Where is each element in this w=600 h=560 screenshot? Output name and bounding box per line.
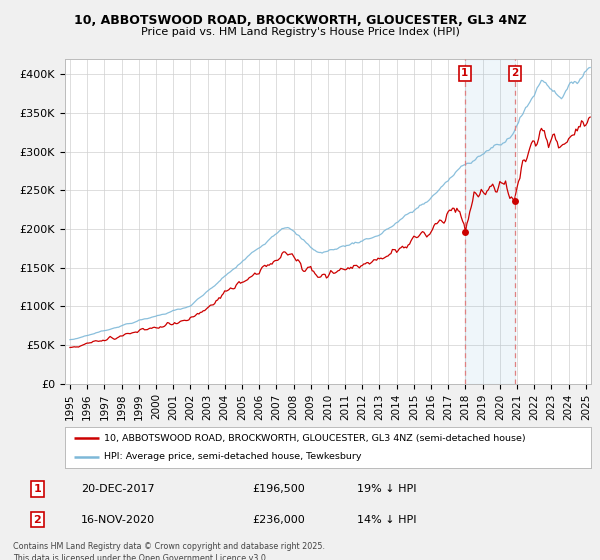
Text: 1: 1 [461, 68, 469, 78]
Bar [465, 59, 515, 384]
Text: Price paid vs. HM Land Registry's House Price Index (HPI): Price paid vs. HM Land Registry's House … [140, 27, 460, 37]
Text: 2: 2 [511, 68, 518, 78]
Text: 19% ↓ HPI: 19% ↓ HPI [357, 484, 416, 494]
Text: Contains HM Land Registry data © Crown copyright and database right 2025.
This d: Contains HM Land Registry data © Crown c… [13, 542, 325, 560]
Text: HPI: Average price, semi-detached house, Tewkesbury: HPI: Average price, semi-detached house,… [104, 452, 362, 461]
Text: 16-NOV-2020: 16-NOV-2020 [81, 515, 155, 525]
Text: 14% ↓ HPI: 14% ↓ HPI [357, 515, 416, 525]
Text: 1: 1 [34, 484, 41, 494]
Text: 10, ABBOTSWOOD ROAD, BROCKWORTH, GLOUCESTER, GL3 4NZ: 10, ABBOTSWOOD ROAD, BROCKWORTH, GLOUCES… [74, 14, 526, 27]
Text: 20-DEC-2017: 20-DEC-2017 [81, 484, 155, 494]
Text: 2: 2 [34, 515, 41, 525]
Text: £196,500: £196,500 [252, 484, 305, 494]
Text: £236,000: £236,000 [252, 515, 305, 525]
Text: 10, ABBOTSWOOD ROAD, BROCKWORTH, GLOUCESTER, GL3 4NZ (semi-detached house): 10, ABBOTSWOOD ROAD, BROCKWORTH, GLOUCES… [104, 433, 526, 442]
